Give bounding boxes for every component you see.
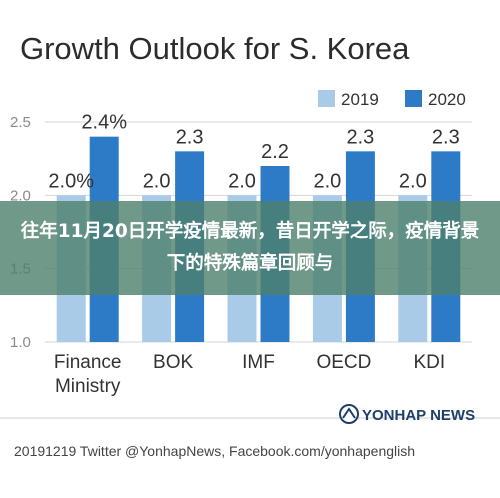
data-label-2019: 2.0 — [143, 170, 171, 192]
y-tick-label: 2.0 — [10, 187, 31, 204]
category-labels: Finance Ministry BOK IMF OECD KDI — [54, 352, 445, 397]
yonhap-logo-mark — [342, 407, 356, 419]
data-label-2019: 2.0% — [48, 170, 94, 192]
category-label: Ministry — [55, 376, 121, 397]
data-label-2019: 2.0 — [228, 170, 256, 192]
data-label-2019: 2.0 — [313, 170, 341, 192]
category-label: Finance — [54, 352, 122, 373]
legend-swatch-2019 — [318, 90, 335, 107]
data-label-2020: 2.3 — [432, 126, 460, 148]
category-label: BOK — [153, 352, 193, 373]
data-label-2020: 2.3 — [176, 126, 204, 148]
category-label: IMF — [242, 352, 275, 373]
y-tick-label: 1.0 — [10, 334, 31, 351]
footer-credit: 20191219 Twitter @YonhapNews, Facebook.c… — [14, 443, 415, 459]
yonhap-brand: YONHAP NEWS — [362, 407, 475, 424]
data-label-2019: 2.0 — [399, 170, 427, 192]
yonhap-logo: YONHAP NEWS — [339, 404, 475, 424]
y-tick-label: 2.5 — [10, 114, 31, 131]
legend-label-2019: 2019 — [341, 90, 379, 109]
overlay-banner: 往年11月20日开学疫情最新，昔日开学之际，疫情背景下的特殊篇章回顾与 — [0, 201, 500, 295]
legend-swatch-2020 — [405, 90, 422, 107]
data-label-2020: 2.3 — [346, 126, 374, 148]
yonhap-logo-icon — [339, 404, 359, 424]
legend-label-2020: 2020 — [428, 90, 466, 109]
category-label: OECD — [316, 352, 371, 373]
category-label: KDI — [413, 352, 445, 373]
chart-title: Growth Outlook for S. Korea — [20, 31, 410, 66]
data-label-2020: 2.2 — [261, 141, 289, 163]
legend: 2019 2020 — [318, 90, 466, 109]
overlay-headline: 往年11月20日开学疫情最新，昔日开学之际，疫情背景下的特殊篇章回顾与 — [20, 221, 480, 274]
data-label-2020: 2.4% — [81, 112, 127, 134]
data-labels: 2.0%2.4%2.02.32.02.22.02.32.02.3 — [48, 112, 459, 193]
